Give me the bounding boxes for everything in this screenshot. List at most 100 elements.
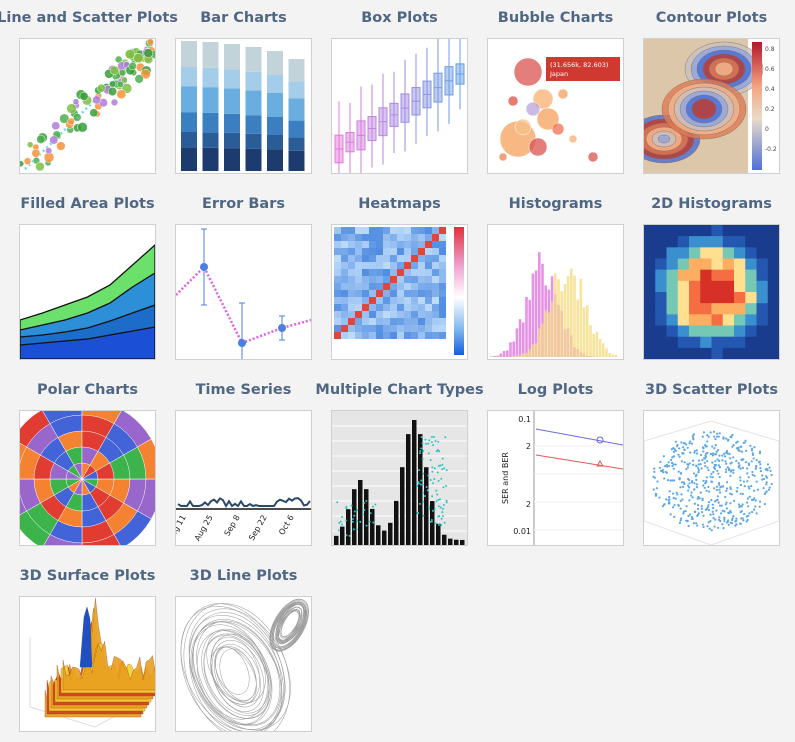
thumbnail[interactable] <box>181 41 305 171</box>
gallery-item[interactable]: Polar Charts <box>2 382 162 559</box>
bar-segment <box>245 47 262 72</box>
thumbnail[interactable] <box>644 225 779 359</box>
item-title[interactable]: Heatmaps <box>358 196 441 212</box>
hist-bar <box>608 353 611 357</box>
item-title[interactable]: Time Series <box>196 382 292 398</box>
heat-cell <box>418 234 425 241</box>
thumbnail[interactable] <box>490 252 618 357</box>
dot <box>693 502 696 505</box>
dot <box>659 460 662 464</box>
dot <box>715 485 719 488</box>
item-title[interactable]: Histograms <box>509 196 603 212</box>
heat-cell <box>334 297 341 304</box>
item-title[interactable]: 3D Surface Plots <box>20 568 156 584</box>
gallery-item[interactable]: Multiple Chart Types <box>315 382 484 546</box>
gallery-item[interactable]: 3D Line Plots <box>160 568 317 742</box>
thumbnail[interactable] <box>20 244 155 359</box>
item-title[interactable]: 3D Scatter Plots <box>645 382 778 398</box>
dot <box>763 492 766 496</box>
dot <box>345 507 348 510</box>
heat-cell <box>348 318 355 325</box>
heat-cell <box>439 262 446 269</box>
gallery-item[interactable]: Bar Charts <box>175 10 312 174</box>
bar-segment <box>267 93 283 117</box>
item-title[interactable]: 3D Line Plots <box>190 568 298 584</box>
thumbnail[interactable]: 0.8 0.6 0.4 0.2 0 -0.2 <box>628 39 777 173</box>
dot <box>715 499 718 502</box>
dot <box>750 510 754 514</box>
item-title[interactable]: Box Plots <box>361 10 438 26</box>
dot <box>669 458 673 461</box>
gallery-item[interactable]: Bubble Charts (31.656k, 82.603)Japan <box>487 10 624 174</box>
item-title[interactable]: Multiple Chart Types <box>315 382 483 398</box>
heat-cell <box>404 269 411 276</box>
dot <box>709 520 712 523</box>
thumbnail-frame[interactable] <box>175 224 312 360</box>
thumbnail[interactable] <box>18 39 159 172</box>
dot <box>709 452 713 456</box>
heat-cell <box>390 276 397 283</box>
thumbnail[interactable] <box>29 598 159 728</box>
thumbnail-frame[interactable] <box>175 596 312 732</box>
dot <box>352 518 355 521</box>
gallery-item[interactable]: 2D Histograms <box>643 196 780 360</box>
thumbnail[interactable] <box>160 588 317 742</box>
gallery-item[interactable]: Error Bars <box>175 196 312 383</box>
bar-segment <box>181 132 197 148</box>
thumbnail-frame[interactable] <box>175 410 312 546</box>
thumbnail[interactable] <box>2 399 162 559</box>
heat-cell <box>348 283 355 290</box>
heat-cell <box>397 304 404 311</box>
hist2d-cell <box>666 247 679 259</box>
dot <box>436 493 439 496</box>
dot <box>712 516 715 520</box>
item-title[interactable]: Log Plots <box>518 382 594 398</box>
gallery-item[interactable]: Line and Scatter Plots <box>0 10 178 174</box>
heat-cell <box>369 311 376 318</box>
item-title[interactable]: Line and Scatter Plots <box>0 10 178 26</box>
gallery-item[interactable]: Heatmaps <box>331 196 468 360</box>
thumbnail[interactable]: (31.656k, 82.603)Japan <box>498 57 620 163</box>
contour <box>714 61 734 77</box>
dot <box>713 447 716 450</box>
gallery-item[interactable]: Filled Area Plots <box>19 196 156 360</box>
gallery-item[interactable]: Contour Plots 0.8 0.6 0.4 0.2 0 -0.2 <box>628 10 780 174</box>
item-title[interactable]: 2D Histograms <box>651 196 772 212</box>
thumbnail-frame[interactable] <box>331 38 468 174</box>
gallery-item[interactable]: Box Plots <box>331 10 468 192</box>
hist-bar <box>541 263 544 357</box>
bubble <box>557 88 569 100</box>
heat-cell <box>341 332 348 339</box>
dot <box>680 460 683 463</box>
item-title[interactable]: Bubble Charts <box>498 10 613 26</box>
item-title[interactable]: Bar Charts <box>200 10 287 26</box>
gallery-item[interactable]: 3D Surface Plots <box>19 568 160 732</box>
thumbnail[interactable] <box>334 227 464 355</box>
thumbnail[interactable]: SER and BER 0.1 2 2 0.01 <box>501 411 623 545</box>
dot <box>750 447 754 450</box>
dot <box>437 523 440 526</box>
hist2d-cell <box>722 258 735 270</box>
thumbnail[interactable] <box>644 420 779 545</box>
dot <box>679 486 682 489</box>
gallery-item[interactable]: Log Plots SER and BER 0.1 2 2 0.01 <box>487 382 624 546</box>
dot <box>662 455 665 458</box>
thumbnail[interactable] <box>332 411 467 545</box>
item-title[interactable]: Polar Charts <box>37 382 138 398</box>
hist2d-cell <box>689 258 701 270</box>
item-title[interactable]: Filled Area Plots <box>20 196 154 212</box>
dot <box>672 463 675 466</box>
dot <box>725 501 728 504</box>
gallery-item[interactable]: Histograms <box>487 196 624 360</box>
thumbnail[interactable] <box>334 33 465 192</box>
dot <box>751 473 754 476</box>
loop <box>196 620 281 726</box>
hist2d-cell <box>666 258 679 270</box>
item-title[interactable]: Error Bars <box>202 196 285 212</box>
gallery-item[interactable]: 3D Scatter Plots <box>643 382 780 546</box>
dot <box>424 442 427 445</box>
item-title[interactable]: Contour Plots <box>656 10 767 26</box>
hist-bar <box>531 273 535 357</box>
thumbnail[interactable] <box>176 228 311 383</box>
